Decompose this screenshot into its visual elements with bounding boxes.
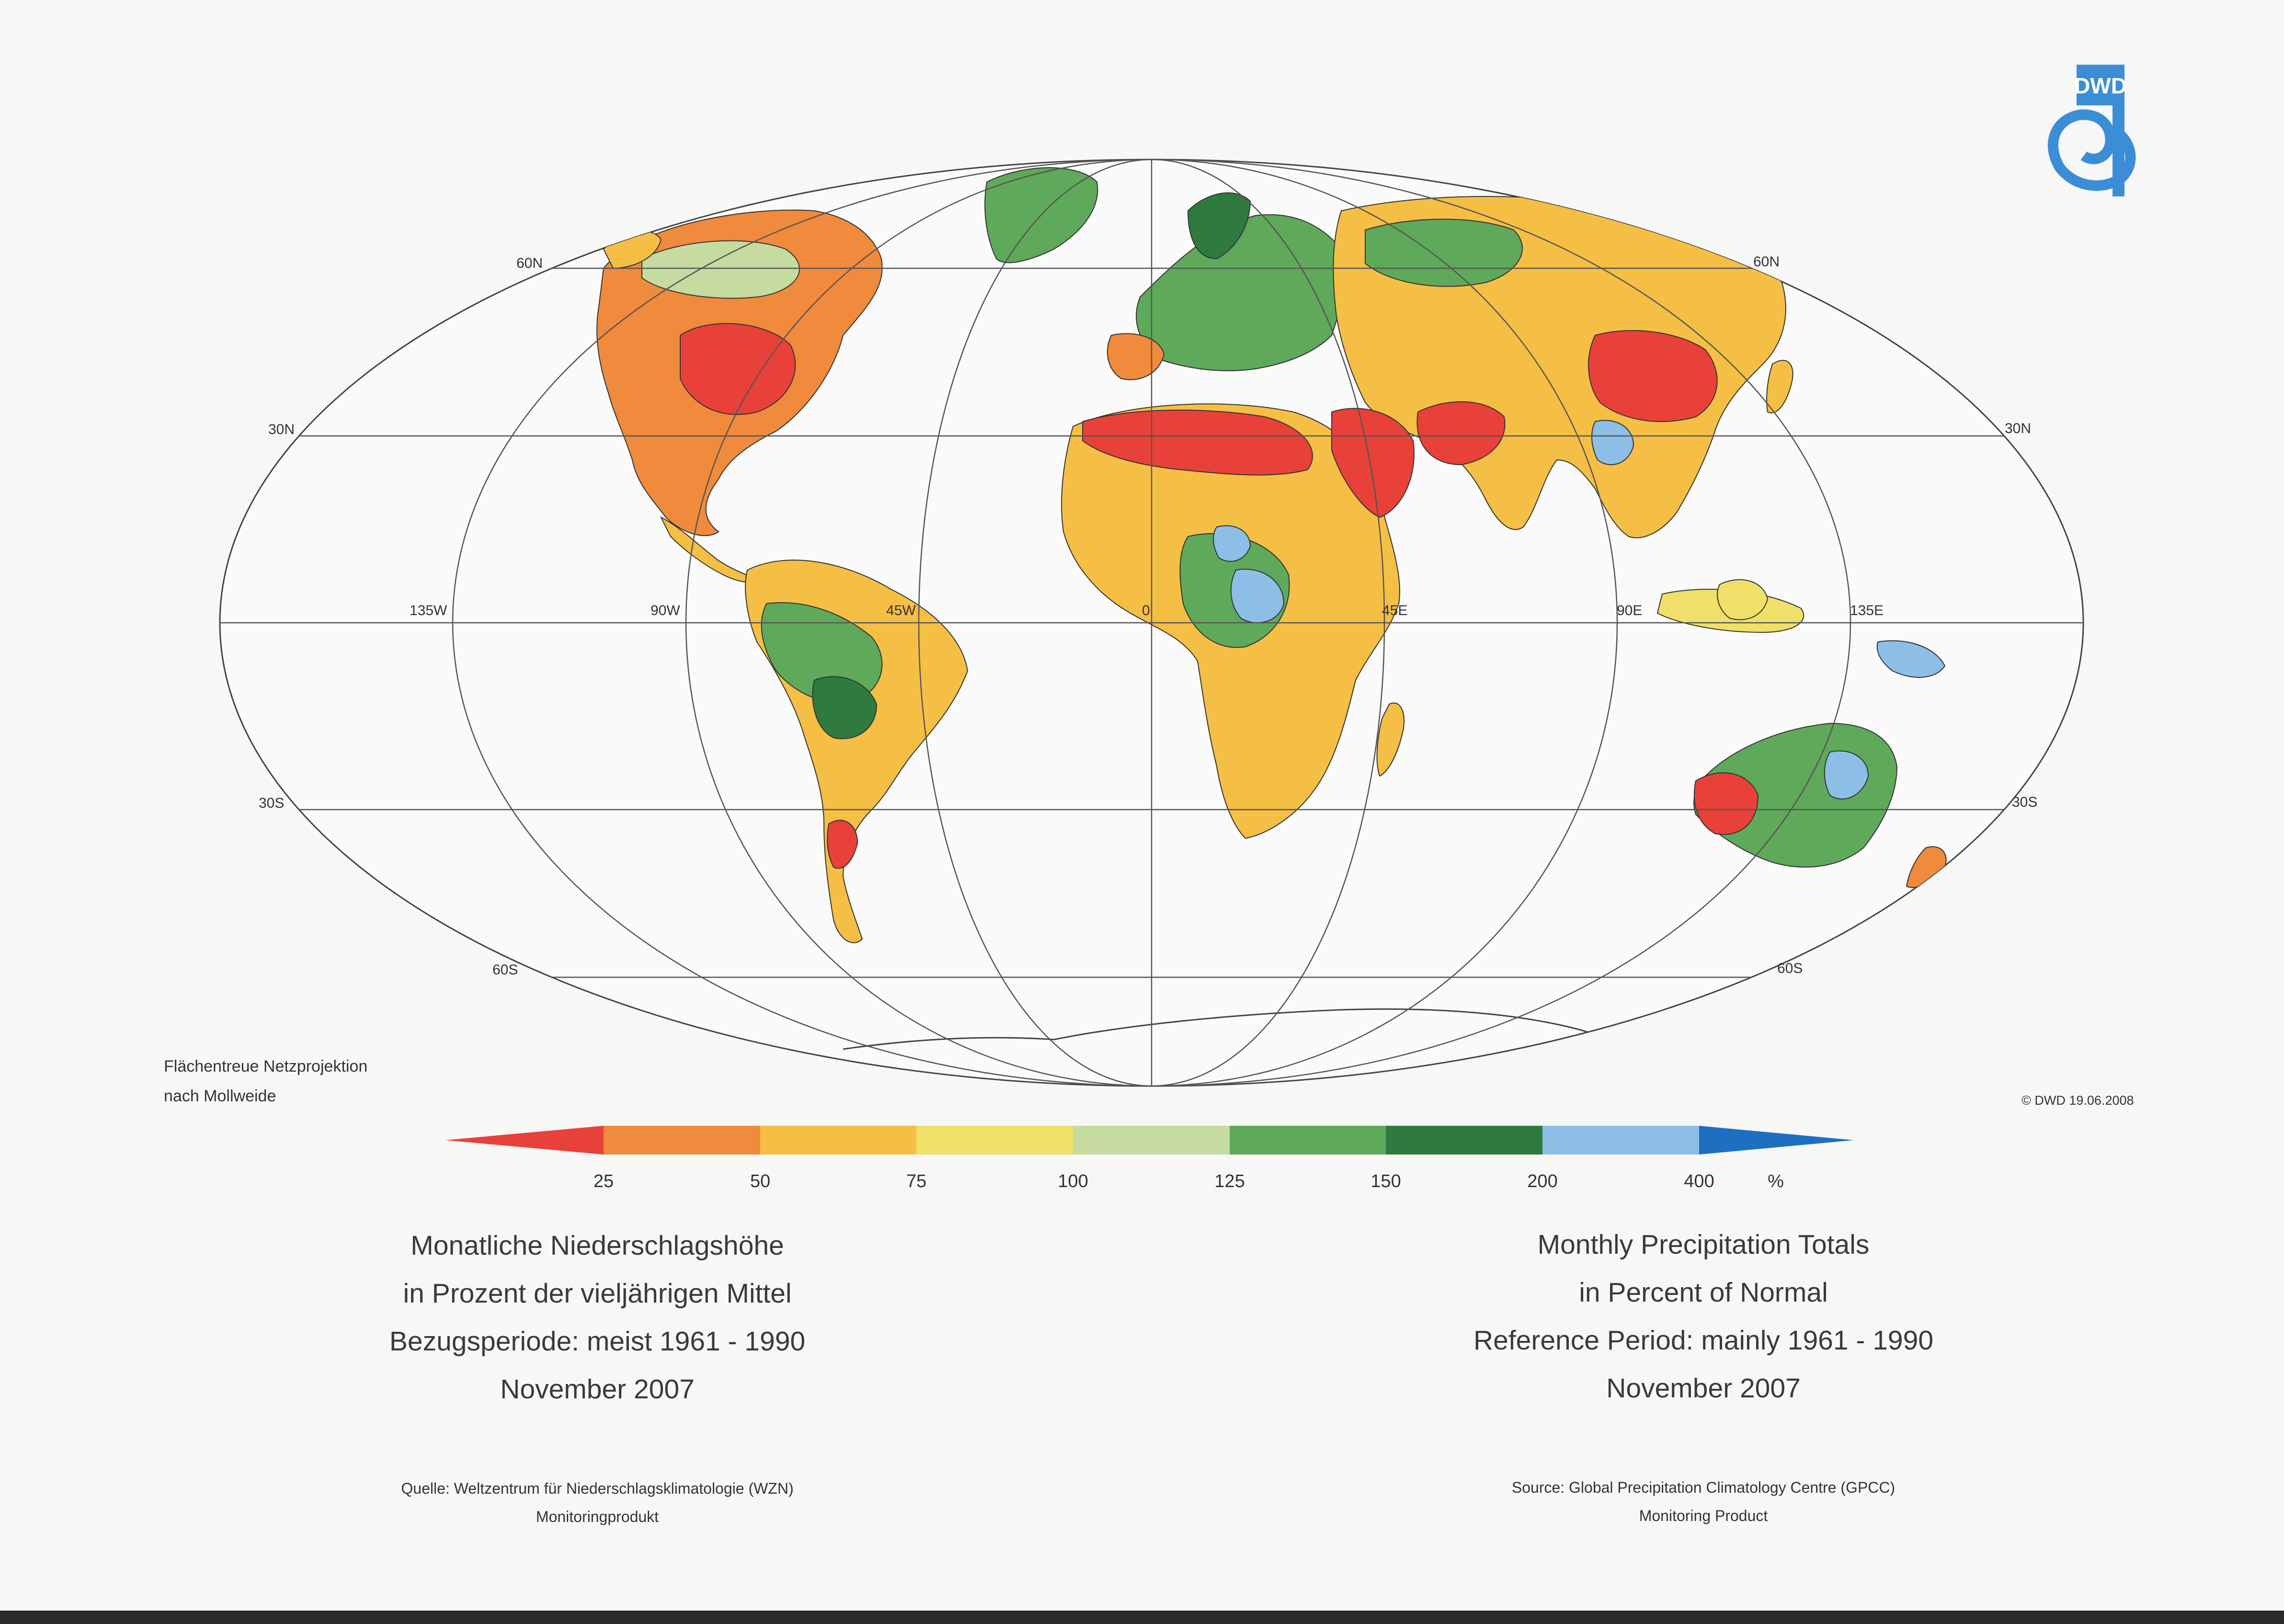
legend-unit: % xyxy=(1768,1171,1784,1191)
source-german-line-2: Monitoringprodukt xyxy=(536,1508,659,1525)
dwd-spiral-icon xyxy=(2047,109,2136,191)
dwd-logo-bar xyxy=(2113,105,2124,196)
scandinavia xyxy=(1187,192,1251,260)
lon-label-90w: 90W xyxy=(651,603,680,618)
new-guinea xyxy=(1876,640,1946,678)
north-america-dry-core xyxy=(680,323,796,415)
legend-tick-75: 75 xyxy=(906,1171,927,1191)
title-english: Monthly Precipitation Totals in Percent … xyxy=(1368,1221,2039,1412)
legend-tick-400: 400 xyxy=(1684,1171,1714,1191)
source-english-line-1: Source: Global Precipitation Climatology… xyxy=(1511,1479,1896,1496)
dwd-logo: DWD xyxy=(2047,65,2136,196)
source-english-line-2: Monitoring Product xyxy=(1639,1507,1768,1524)
legend-tick-50: 50 xyxy=(750,1171,771,1191)
borneo xyxy=(1717,579,1769,620)
meridian-45 xyxy=(918,160,1385,1086)
congo-very-wet xyxy=(1230,569,1285,623)
lon-label-90e: 90E xyxy=(1617,603,1643,618)
legend-arrow-low xyxy=(445,1126,604,1155)
projection-note-line-2: nach Mollweide xyxy=(164,1087,276,1105)
dwd-logo-text: DWD xyxy=(2074,73,2127,98)
legend-swatch-100-125 xyxy=(1073,1126,1230,1155)
legend-swatch-25-50 xyxy=(604,1126,760,1155)
legend-arrow-high xyxy=(1699,1126,1854,1155)
patagonia-dry xyxy=(827,820,858,869)
lon-label-135e: 135E xyxy=(1850,603,1884,618)
title-english-line-4: November 2007 xyxy=(1606,1373,1801,1404)
legend-tick-25: 25 xyxy=(593,1171,614,1191)
central-asia-dry xyxy=(1416,401,1506,466)
projection-note: Flächentreue Netzprojektion nach Mollwei… xyxy=(164,1052,367,1111)
title-english-line-1: Monthly Precipitation Totals xyxy=(1537,1229,1870,1260)
iberia xyxy=(1107,333,1165,380)
north-america-north xyxy=(641,240,800,299)
title-english-line-2: in Percent of Normal xyxy=(1579,1277,1828,1308)
lat-label-60s-left: 60S xyxy=(492,962,518,978)
title-english-line-3: Reference Period: mainly 1961 - 1990 xyxy=(1473,1325,1934,1356)
source-english: Source: Global Precipitation Climatology… xyxy=(1368,1474,2039,1530)
legend-swatch-125-150 xyxy=(1230,1126,1386,1155)
legend-tick-200: 200 xyxy=(1527,1171,1558,1191)
legend-swatch-75-100 xyxy=(916,1126,1073,1155)
legend-tick-125: 125 xyxy=(1214,1171,1245,1191)
legend-colorbar xyxy=(445,1126,1854,1155)
lat-label-60s-right: 60S xyxy=(1777,961,1803,976)
title-german-line-4: November 2007 xyxy=(500,1374,695,1405)
sahara-dry xyxy=(1082,410,1313,476)
siberia-wet xyxy=(1365,218,1523,287)
australia-east-very-wet xyxy=(1824,750,1869,800)
legend-tick-150: 150 xyxy=(1370,1171,1401,1191)
lon-label-45e: 45E xyxy=(1382,603,1408,618)
legend-swatch-50-75 xyxy=(760,1126,916,1155)
lat-label-30s-left: 30S xyxy=(259,795,285,811)
lon-label-135w: 135W xyxy=(410,603,447,618)
brazil-very-wet xyxy=(812,676,878,739)
legend-tick-100: 100 xyxy=(1058,1171,1088,1191)
graticule xyxy=(220,160,2083,1086)
chad-very-wet xyxy=(1213,525,1251,562)
source-german: Quelle: Weltzentrum für Niederschlagskli… xyxy=(262,1475,933,1531)
china-dry xyxy=(1588,330,1718,422)
copyright-note: © DWD 19.06.2008 xyxy=(2021,1093,2134,1108)
madagascar xyxy=(1376,702,1405,777)
lat-label-30n-right: 30N xyxy=(2005,421,2032,436)
australia-west-dry xyxy=(1694,772,1759,835)
antarctica-outline xyxy=(843,1008,1668,1074)
lat-label-30n-left: 30N xyxy=(268,422,295,437)
japan xyxy=(1766,360,1793,413)
legend-swatch-200-400 xyxy=(1542,1126,1699,1155)
lat-label-60n-left: 60N xyxy=(516,255,543,271)
dwd-logo-box xyxy=(2077,65,2124,105)
lon-label-0: 0 xyxy=(1142,603,1150,618)
himalaya-wet xyxy=(1591,420,1634,465)
meridian-135 xyxy=(452,160,1851,1086)
scan-edge-strip xyxy=(0,1611,2284,1624)
projection-note-line-1: Flächentreue Netzprojektion xyxy=(164,1057,368,1075)
legend-swatch-150-200 xyxy=(1386,1126,1542,1155)
title-german-line-2: in Prozent der vieljährigen Mittel xyxy=(403,1278,792,1309)
lat-label-30s-right: 30S xyxy=(2012,794,2038,810)
meridian-90 xyxy=(685,160,1618,1086)
lat-label-60n-right: 60N xyxy=(1753,254,1780,270)
title-german-line-1: Monatliche Niederschlagshöhe xyxy=(411,1230,784,1261)
title-german-line-3: Bezugsperiode: meist 1961 - 1990 xyxy=(389,1326,806,1357)
lon-label-45w: 45W xyxy=(886,603,916,618)
title-german: Monatliche Niederschlagshöhe in Prozent … xyxy=(262,1222,933,1413)
source-german-line-1: Quelle: Weltzentrum für Niederschlagskli… xyxy=(401,1480,794,1497)
continents xyxy=(596,167,1947,1074)
